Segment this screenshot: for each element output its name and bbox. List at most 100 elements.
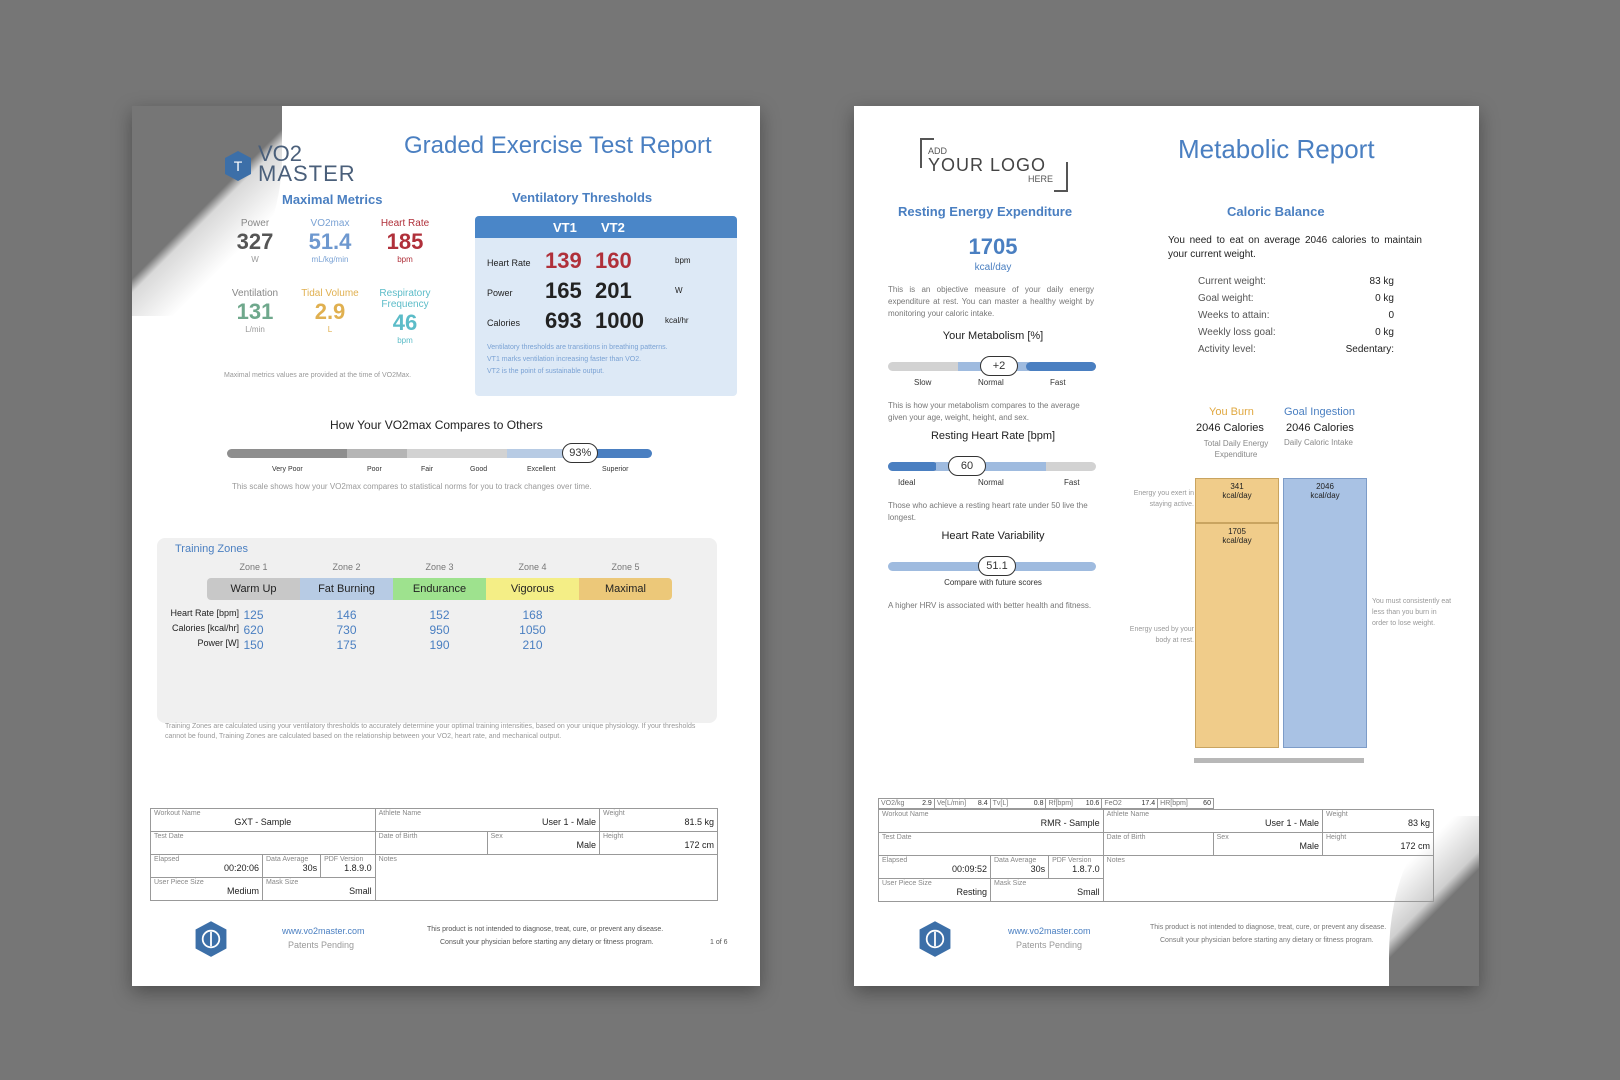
vt-unit: bpm [675, 256, 691, 265]
metric-cell: HR[bpm] 60 [1158, 799, 1213, 808]
ree-heading: Resting Energy Expenditure [898, 204, 1073, 219]
compare-labels: Very Poor Poor Fair Good Excellent Super… [227, 466, 652, 478]
vt1-value: 693 [545, 308, 582, 333]
zone-value: 146 [336, 608, 357, 622]
page-number: 1 of 6 [710, 939, 728, 946]
meta-key: Notes [378, 856, 397, 863]
footer-url[interactable]: www.vo2master.com [1008, 926, 1091, 936]
logo-add: ADD [928, 146, 948, 156]
athlete-name: User 1 - Male [541, 817, 596, 827]
footer-disclaimer: This product is not intended to diagnose… [1150, 924, 1387, 931]
hrv-marker: 51.1 [978, 556, 1016, 576]
metric-value: 327 [236, 229, 274, 254]
caloric-key: Goal weight: [1198, 293, 1254, 304]
metric-value: 8.4 [977, 800, 988, 807]
hrv-heading: Heart Rate Variability [941, 530, 1045, 542]
maximal-metrics-note: Maximal metrics values are provided at t… [224, 372, 412, 379]
vt2-value: 160 [595, 248, 632, 273]
compare-label: Superior [602, 466, 629, 473]
footer-patents: Patents Pending [1016, 940, 1083, 950]
height-value: 172 cm [1400, 841, 1430, 851]
weight-value: 83 kg [1407, 818, 1430, 828]
zone-value: 210 [522, 638, 543, 652]
note-active: Energy you exert in staying active. [1133, 490, 1194, 508]
hrv-scale: 51.1 [888, 556, 1096, 576]
bar-baseline [1194, 758, 1364, 763]
zone-1-label: Warm Up [207, 578, 300, 600]
caloric-key: Activity level: [1198, 344, 1256, 355]
metric-value: 0.8 [1033, 800, 1044, 807]
meta-key: Height [603, 833, 624, 840]
meta-key: Weight [603, 810, 625, 817]
shield-icon: T [225, 151, 251, 181]
piece-size-value: Medium [226, 886, 259, 896]
metric-value: 51.4 [308, 229, 352, 254]
zone-row-label: Heart Rate [bpm] [170, 608, 239, 618]
metric-label: Ventilation [231, 288, 279, 299]
metric-key: Rf[bpm] [1048, 800, 1073, 807]
metric-label: Power [240, 218, 270, 229]
scale-label: Fast [1064, 478, 1080, 487]
bar-rest-segment: 1705 kcal/day [1195, 523, 1279, 748]
metric-cell: Tv[L] 0.8 [991, 799, 1047, 808]
metabolism-marker: +2 [980, 356, 1018, 376]
pdf-version-value: 1.8.9.0 [344, 863, 372, 873]
footer-url[interactable]: www.vo2master.com [282, 926, 365, 936]
footer-disclaimer: This product is not intended to diagnose… [427, 926, 664, 933]
goal-value: 2046 Calories [1286, 422, 1354, 434]
goal-heading: Goal Ingestion [1284, 406, 1355, 418]
caloric-value: 0 kg [1375, 293, 1394, 304]
zone-2-label: Fat Burning [300, 578, 393, 600]
compare-label: Poor [367, 466, 382, 473]
resting-hr-scale: 60 [888, 456, 1096, 476]
zones-note: Training Zones are calculated using your… [165, 723, 696, 740]
hrv-note: A higher HRV is associated with better h… [888, 601, 1092, 610]
metric-label: Heart Rate [380, 218, 430, 229]
metric-key: Ve[L/min] [936, 800, 967, 807]
scale-label: Fast [1050, 378, 1066, 387]
brand-bottom: MASTER [258, 161, 356, 186]
vt1-value: 139 [545, 248, 582, 273]
metric-value: 185 [386, 229, 424, 254]
zone-number: Zone 5 [611, 562, 640, 572]
athlete-name: User 1 - Male [1264, 818, 1319, 828]
height-value: 172 cm [684, 840, 714, 850]
compare-note: This scale shows how your VO2max compare… [232, 482, 592, 491]
vt-heading: Ventilatory Thresholds [512, 190, 653, 205]
scale-label: Normal [978, 378, 1004, 387]
exercise-report-page: T VO2 MASTER Graded Exercise Test Report… [132, 106, 760, 986]
meta-key: Elapsed [882, 857, 908, 864]
meta-key: Mask Size [994, 880, 1027, 887]
compare-label: Very Poor [272, 466, 303, 473]
vt-note: VT1 marks ventilation increasing faster … [487, 356, 642, 363]
bar-goal: 2046 kcal/day [1283, 478, 1367, 748]
caloric-details: Current weight: 83 kg Goal weight: 0 kg Week… [1198, 276, 1394, 366]
meta-key: Workout Name [154, 810, 201, 817]
resting-hr-marker: 60 [948, 456, 986, 476]
meta-key: Notes [1106, 857, 1125, 864]
caloric-key: Weeks to attain: [1198, 310, 1270, 321]
mask-size-value: Small [349, 886, 372, 896]
ree-description: This is an objective measure of your dai… [888, 285, 1094, 318]
compare-scale: 93% [227, 443, 652, 463]
zone-value: 152 [429, 608, 450, 622]
zone-row-label: Power [W] [197, 638, 239, 648]
bar-unit: kcal/day [1310, 491, 1340, 500]
vt1-value: 165 [545, 278, 582, 303]
vo2master-shield-icon [919, 921, 951, 957]
vo2master-shield-icon [195, 921, 227, 957]
compare-label: Fair [421, 466, 434, 473]
meta-key: Athlete Name [1106, 811, 1150, 818]
caloric-bars: 341 kcal/day 1705 kcal/day 2046 kcal/day [1195, 478, 1367, 754]
goal-sub: Daily Caloric Intake [1284, 438, 1353, 447]
compare-label: Good [470, 466, 488, 473]
vt-note: VT2 is the point of sustainable output. [487, 368, 605, 375]
svg-text:T: T [234, 158, 243, 174]
metric-value: 10.6 [1085, 800, 1100, 807]
burn-sub: Total Daily Energy Expenditure [1203, 439, 1269, 459]
piece-size-value: Resting [956, 887, 987, 897]
scale-label: Normal [978, 478, 1004, 487]
meta-key: Height [1326, 834, 1347, 841]
zone-4-label: Vigorous [486, 578, 579, 600]
meta-key: Sex [490, 833, 503, 840]
